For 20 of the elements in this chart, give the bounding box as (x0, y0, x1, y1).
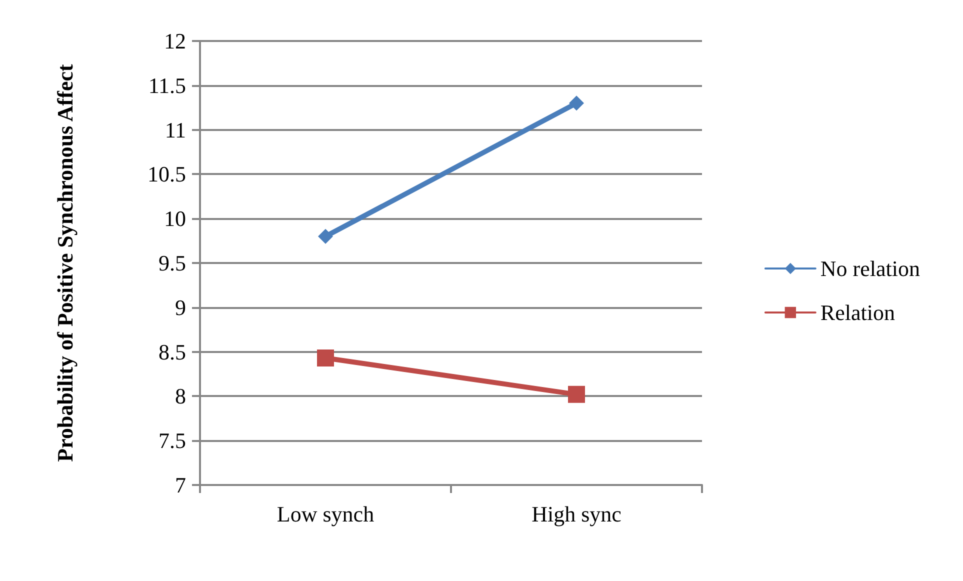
y-axis-title: Probability of Positive Synchronous Affect (52, 64, 78, 462)
y-tick-label: 8 (175, 384, 186, 409)
point (317, 350, 334, 367)
y-tick-label: 10 (164, 206, 186, 232)
legend-label: No relation (820, 256, 920, 281)
x-tick-label: Low synch (276, 502, 374, 526)
x-tick-label: High sync (532, 502, 622, 526)
y-tick-label: 8.5 (158, 339, 186, 364)
point (568, 386, 585, 403)
y-tick-label: 10.5 (148, 162, 186, 187)
y-tick-label: 11 (164, 117, 186, 142)
point (318, 228, 333, 244)
legend-label: Relation (820, 300, 895, 325)
y-tick-label: 7.5 (158, 428, 186, 454)
y-tick-label: 9.5 (158, 250, 186, 276)
y-tick-label: 9 (175, 294, 186, 320)
y-tick-label: 11.5 (148, 72, 186, 98)
y-tick-label: 7 (175, 472, 186, 498)
y-tick-label: 12 (164, 28, 186, 54)
point (569, 96, 584, 111)
